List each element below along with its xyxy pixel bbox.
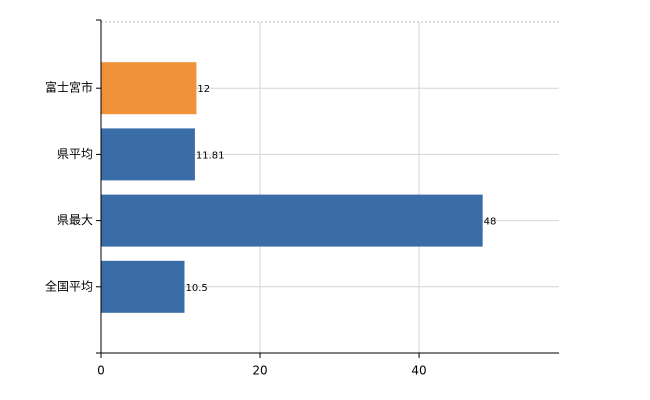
y-tick-label: 県平均	[57, 147, 93, 161]
value-label: 11.81	[196, 150, 225, 161]
y-tick-label: 富士宮市	[45, 80, 93, 95]
bar	[101, 62, 197, 115]
value-label: 48	[484, 217, 497, 228]
value-label: 12	[197, 84, 210, 95]
bar	[101, 260, 185, 313]
x-tick-label: 0	[97, 364, 105, 378]
x-tick-label: 20	[252, 364, 267, 378]
x-tick-label: 40	[411, 364, 426, 378]
bar	[101, 128, 195, 181]
y-tick-label: 県最大	[57, 213, 93, 227]
value-label: 10.5	[185, 283, 207, 294]
y-tick-label: 全国平均	[45, 278, 93, 293]
bar	[101, 194, 483, 247]
